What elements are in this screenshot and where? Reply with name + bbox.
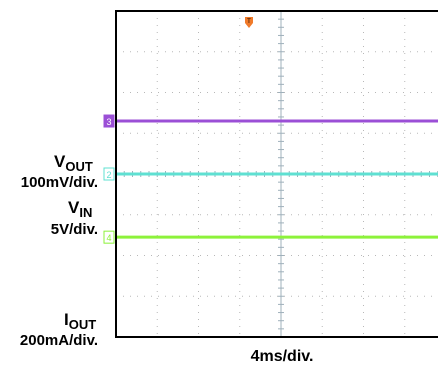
traces	[116, 119, 438, 239]
vin-label: VIN	[68, 198, 92, 220]
trigger-marker-label: T	[247, 19, 251, 25]
iout-label: IOUT	[64, 310, 96, 332]
channel-marker-3: 3	[103, 114, 115, 128]
plot-frame	[115, 10, 438, 338]
channel-marker-4: 4	[103, 230, 115, 244]
x-axis-label: 4ms/div.	[251, 348, 314, 365]
channel-marker-label: 4	[106, 233, 111, 243]
iout-scale: 200mA/div.	[20, 332, 98, 349]
channel-marker-label: 2	[106, 170, 111, 180]
vout-scale: 100mV/div.	[21, 174, 98, 191]
vin-scale: 5V/div.	[51, 221, 98, 238]
channel-marker-label: 3	[106, 117, 111, 127]
trigger-marker: T	[245, 17, 253, 28]
channel-marker-2: 2	[103, 167, 115, 181]
channel-markers: 2 3 4	[103, 114, 115, 244]
vout-label: VOUT	[54, 152, 93, 174]
